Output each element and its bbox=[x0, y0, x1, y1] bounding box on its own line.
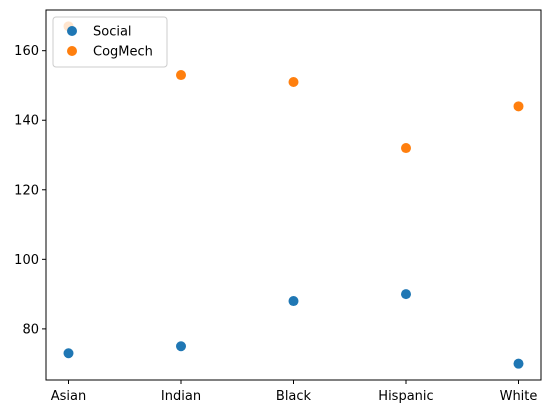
data-points bbox=[63, 21, 524, 369]
social-point bbox=[176, 341, 186, 352]
x-tick-label: White bbox=[500, 389, 538, 404]
social-point bbox=[63, 348, 74, 359]
social-point bbox=[401, 289, 411, 300]
x-tick-label: Black bbox=[276, 389, 312, 404]
legend-label-social: Social bbox=[93, 25, 132, 40]
cogmech-point bbox=[401, 143, 411, 154]
y-axis: 80 100 120 140 160 bbox=[14, 44, 46, 337]
social-point bbox=[513, 358, 524, 369]
social-point bbox=[288, 296, 299, 307]
legend-box bbox=[52, 16, 168, 68]
x-tick-label: Asian bbox=[51, 389, 86, 404]
legend: Social CogMech bbox=[52, 16, 168, 68]
x-tick-label: Indian bbox=[161, 389, 201, 404]
cogmech-point bbox=[288, 76, 299, 87]
y-tick-label: 160 bbox=[14, 44, 39, 59]
legend-marker-cogmech bbox=[67, 46, 77, 56]
y-tick-label: 140 bbox=[14, 114, 39, 129]
x-axis: Asian Indian Black Hispanic White bbox=[51, 380, 538, 404]
legend-label-cogmech: CogMech bbox=[93, 45, 153, 60]
y-tick-label: 100 bbox=[14, 253, 39, 268]
y-tick-label: 80 bbox=[22, 322, 39, 337]
legend-marker-social bbox=[67, 26, 77, 36]
x-tick-label: Hispanic bbox=[378, 389, 433, 404]
y-tick-label: 120 bbox=[14, 183, 39, 198]
cogmech-point bbox=[176, 70, 186, 81]
cogmech-point bbox=[513, 101, 524, 112]
